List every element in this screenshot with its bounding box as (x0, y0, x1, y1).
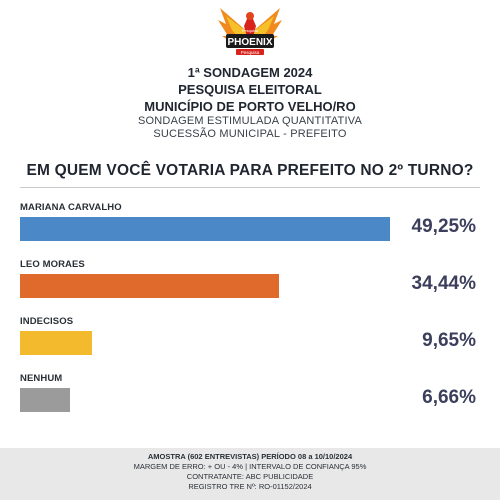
footer-registry: REGISTRO TRE Nº: RO-01152/2024 (188, 482, 312, 491)
footer-margin: MARGEM DE ERRO: + OU - 4% | INTERVALO DE… (133, 462, 367, 471)
title-line-1: 1ª SONDAGEM 2024 (187, 65, 313, 80)
bar-mariana-carvalho (20, 217, 390, 241)
logo-small-text: Pesquisa (242, 28, 259, 33)
category-label-leo-moraes: LEO MORAES (20, 259, 85, 270)
title-divider (20, 187, 480, 188)
title-line-3: MUNICÍPIO DE PORTO VELHO/RO (144, 99, 356, 114)
phoenix-logo: PHOENIX Pesquisa Pesquisa (216, 4, 284, 62)
footer-sample: AMOSTRA (602 ENTREVISTAS) PERÍODO 08 a 1… (147, 452, 353, 461)
logo-brand-text: PHOENIX (227, 37, 272, 48)
category-label-mariana-carvalho: MARIANA CARVALHO (20, 202, 122, 213)
value-label-indecisos: 9,65% (422, 330, 476, 351)
bar-leo-moraes (20, 274, 279, 298)
bar-nenhum (20, 388, 70, 412)
title-line-2: PESQUISA ELEITORAL (178, 82, 322, 97)
bar-indecisos (20, 331, 92, 355)
category-label-indecisos: INDECISOS (20, 316, 74, 327)
footer-contractor: CONTRATANTE: ABC PUBLICIDADE (186, 472, 314, 481)
methodology-footer: AMOSTRA (602 ENTREVISTAS) PERÍODO 08 a 1… (0, 448, 500, 500)
value-label-nenhum: 6,66% (422, 387, 476, 408)
subtitle-line-1: SONDAGEM ESTIMULADA QUANTITATIVA (138, 115, 362, 127)
subtitle-line-2: SUCESSÃO MUNICIPAL - PREFEITO (153, 128, 347, 140)
value-label-leo-moraes: 34,44% (411, 273, 476, 294)
category-label-nenhum: NENHUM (20, 373, 63, 384)
chart-title: EM QUEM VOCÊ VOTARIA PARA PREFEITO NO 2º… (26, 162, 474, 179)
value-label-mariana-carvalho: 49,25% (411, 216, 476, 237)
logo-tagline: Pesquisa (241, 50, 260, 55)
report-header: 1ª SONDAGEM 2024 PESQUISA ELEITORAL MUNI… (0, 64, 500, 141)
bar-chart: MARIANA CARVALHO 49,25% LEO MORAES 34,44% IN… (0, 190, 500, 440)
